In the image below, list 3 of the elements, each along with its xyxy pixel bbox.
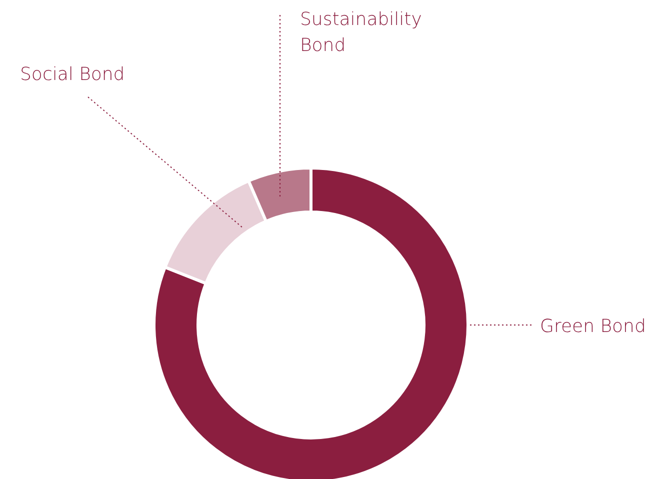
slice-label: Green Bond bbox=[540, 316, 646, 337]
slice-label: Sustainability Bond bbox=[300, 9, 422, 56]
slice-label: Social Bond bbox=[20, 64, 125, 85]
